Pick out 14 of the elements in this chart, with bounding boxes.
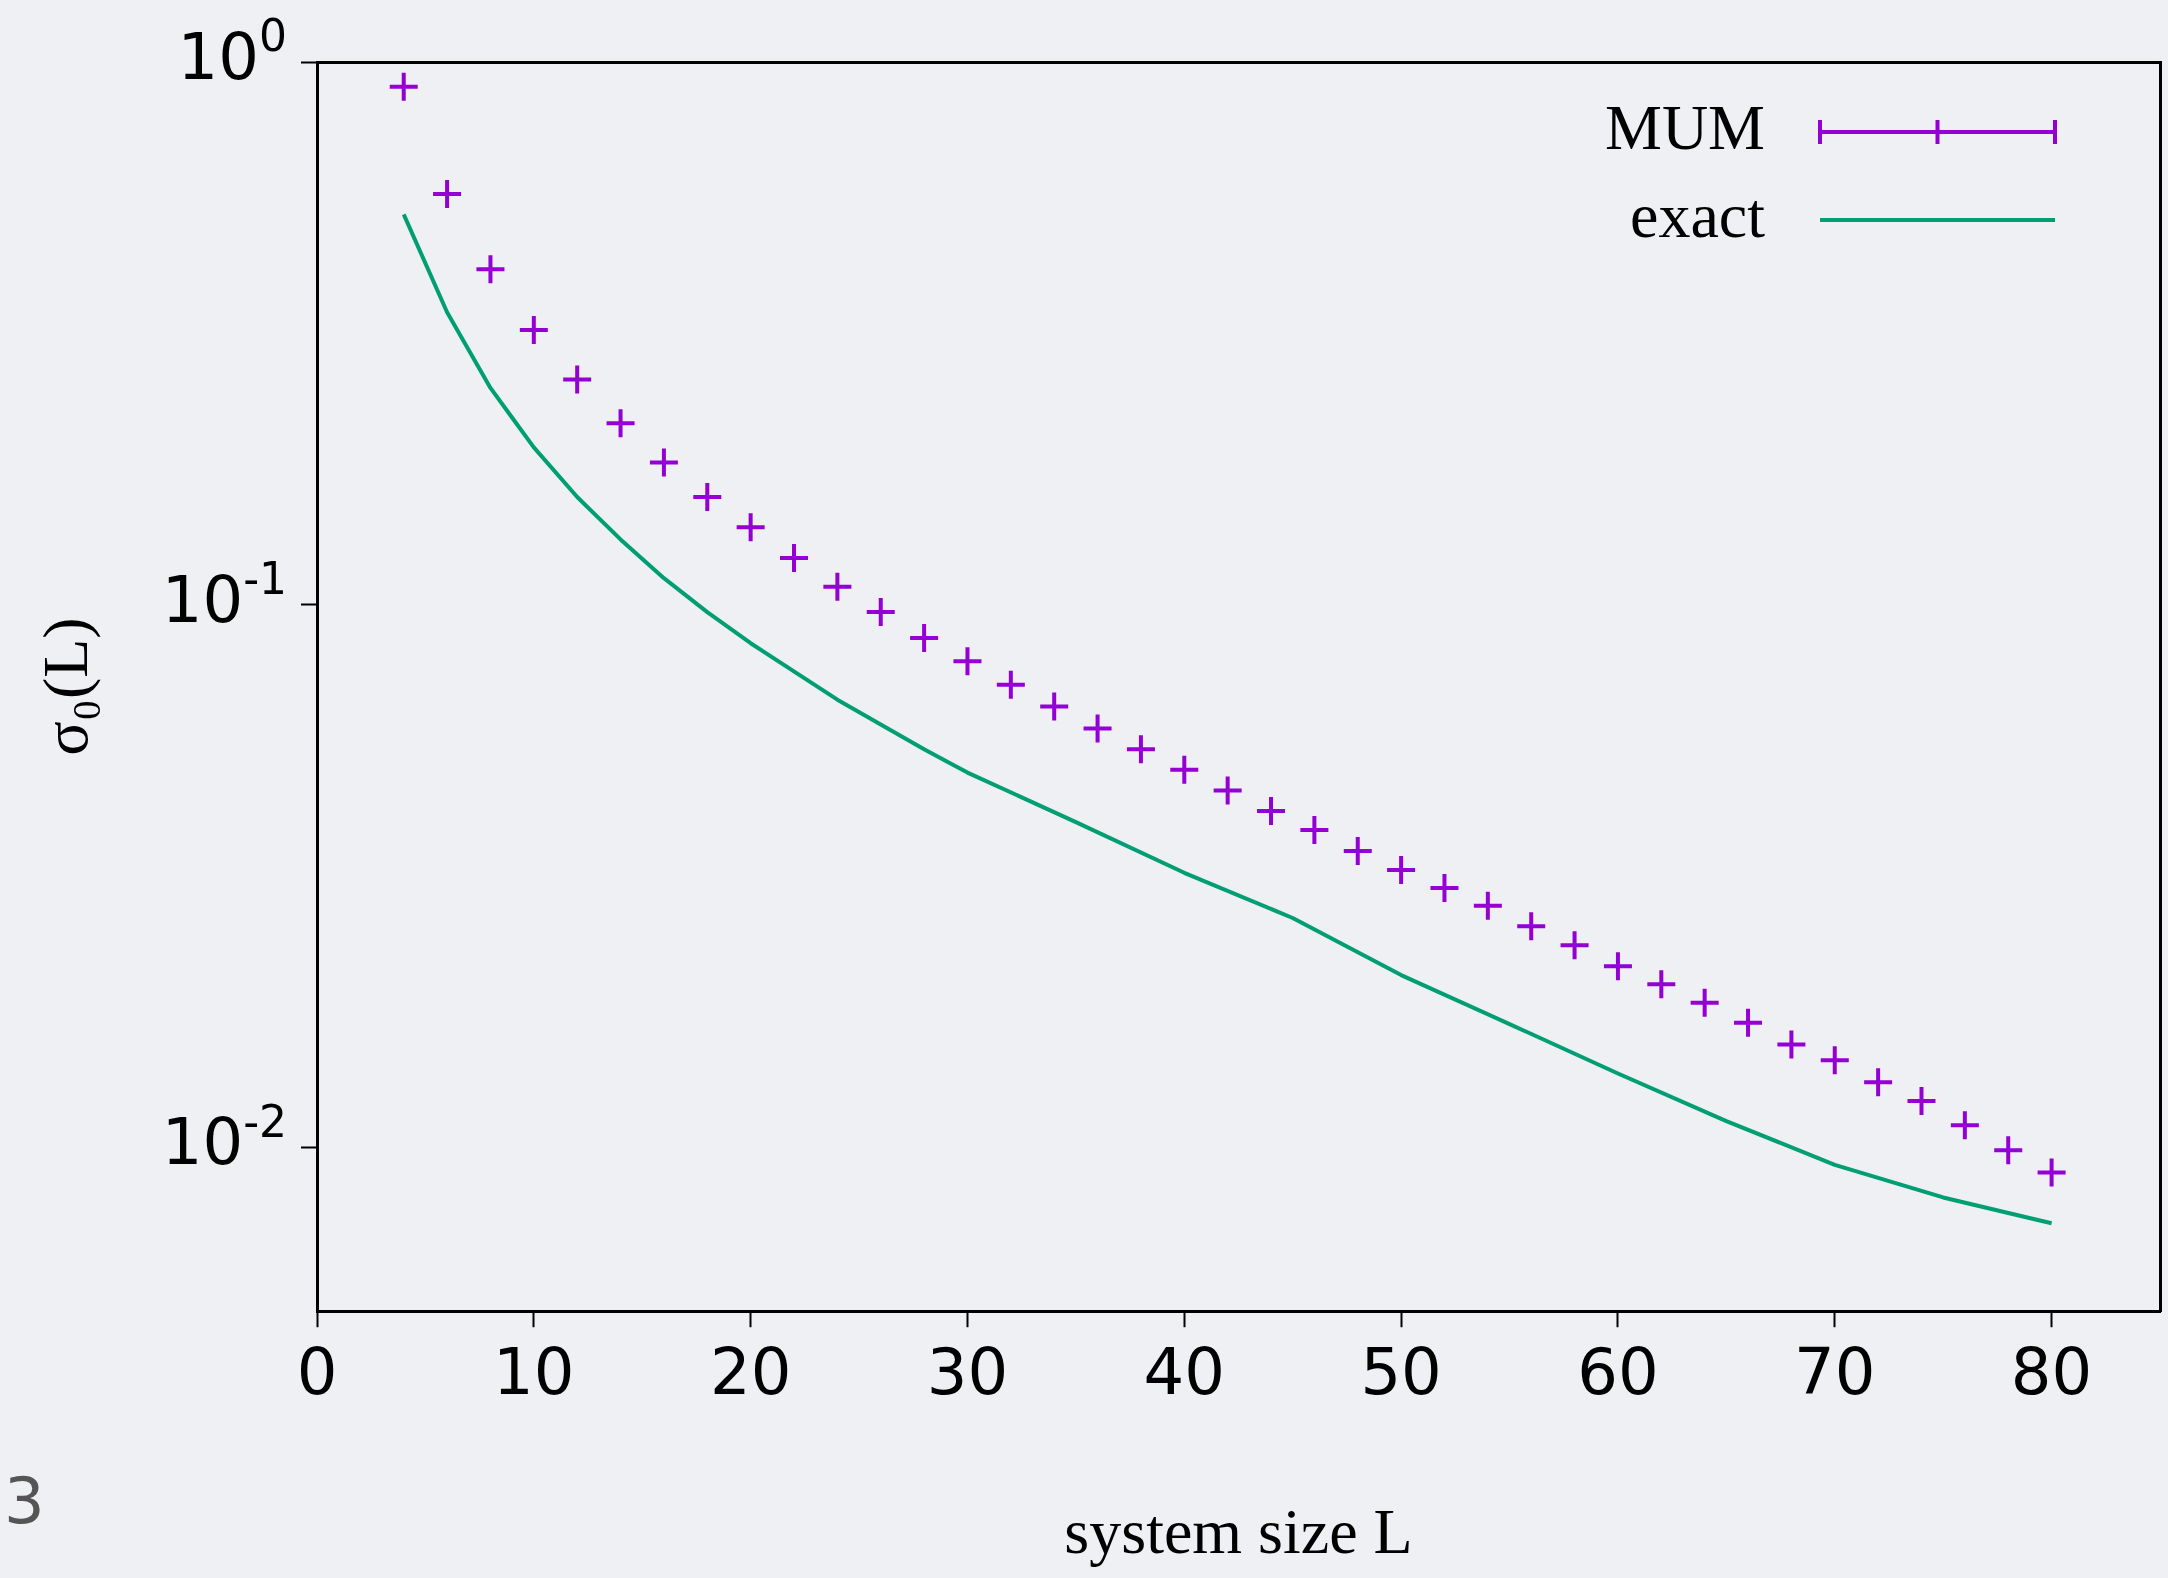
x-tick-label: 30 [926,1335,1009,1410]
y-axis-title: σ₀(L) [29,617,101,756]
text: 3 [4,1463,45,1538]
x-tick-label: 60 [1577,1335,1659,1410]
x-tick-label: 40 [1143,1335,1226,1410]
legend-label: MUM [1604,91,1765,163]
x-tick-label: 70 [1794,1335,1876,1410]
x-tick-label: 50 [1360,1335,1442,1410]
x-tick-label: 20 [709,1335,792,1410]
x-tick-label: 10 [493,1335,575,1410]
x-axis-title: system size L [1064,1495,1413,1567]
x-tick-label: 80 [2010,1335,2093,1410]
legend-label: exact [1630,179,1766,251]
x-tick-label: 0 [296,1335,338,1410]
